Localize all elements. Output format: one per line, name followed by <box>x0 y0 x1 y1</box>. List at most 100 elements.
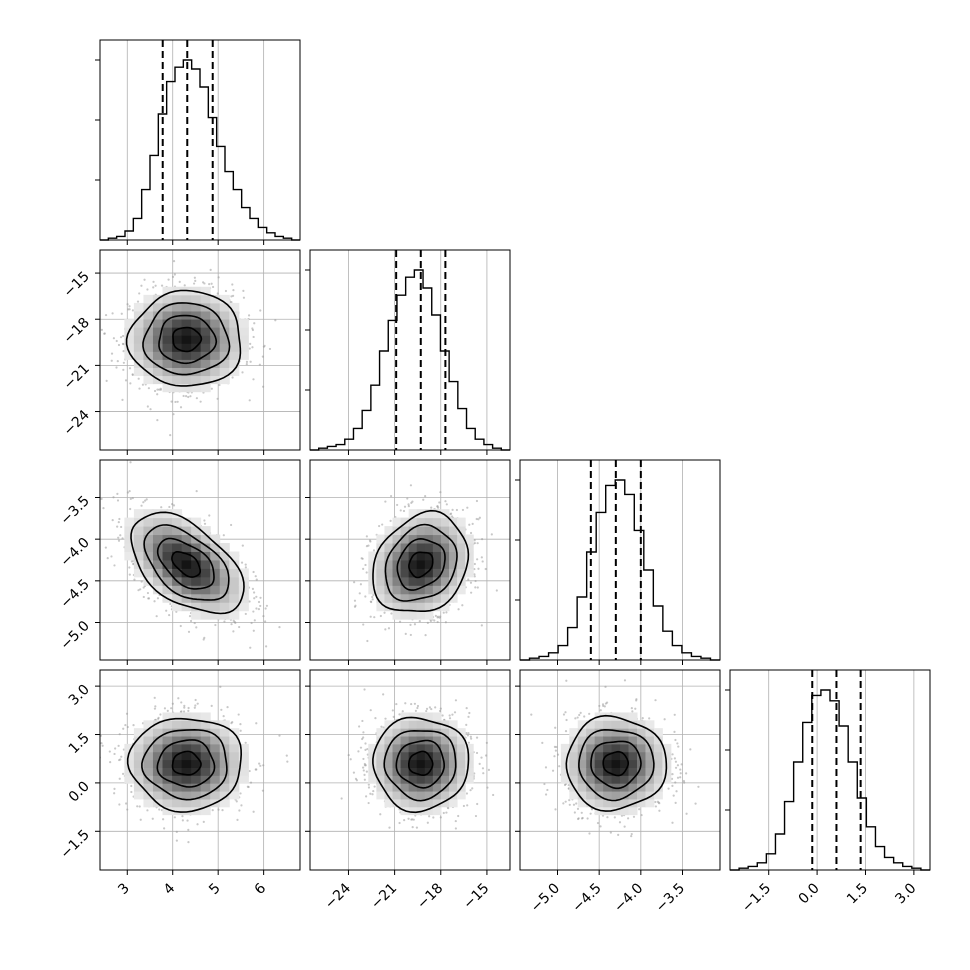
density-cell <box>440 517 450 527</box>
density-cell <box>560 767 570 776</box>
density-cell <box>416 610 426 620</box>
scatter-point <box>473 573 476 576</box>
scatter-point <box>139 818 142 821</box>
scatter-point <box>229 300 232 304</box>
scatter-point <box>365 535 368 538</box>
density-cell <box>143 319 154 328</box>
scatter-point <box>252 591 256 594</box>
scatter-point <box>116 492 119 495</box>
density-cell <box>229 327 240 336</box>
density-cell <box>152 728 164 737</box>
density-cell <box>229 335 240 344</box>
contour-line <box>396 537 446 591</box>
scatter-point <box>476 558 479 561</box>
density-cell <box>620 775 630 784</box>
density-cell <box>162 767 173 776</box>
scatter-point <box>143 278 146 281</box>
density-cell <box>238 767 249 776</box>
density-cell <box>210 585 221 595</box>
scatter-point <box>492 793 495 797</box>
density-cell <box>162 294 173 304</box>
scatter-point <box>362 567 365 570</box>
density-cell <box>238 743 249 753</box>
density-cell <box>465 543 474 552</box>
scatter-point <box>578 713 581 717</box>
scatter-point <box>568 803 571 806</box>
scatter-point <box>193 276 196 279</box>
scatter-point <box>248 347 251 350</box>
density-cell <box>229 602 240 612</box>
density-cell <box>449 551 458 561</box>
contour-line <box>171 750 202 776</box>
scatter-point <box>413 623 417 626</box>
scatter-point <box>249 342 252 345</box>
density-cell <box>200 568 211 578</box>
scatter-point <box>474 586 477 589</box>
density-cell <box>219 585 230 595</box>
scatter-point <box>153 389 157 393</box>
scatter-point <box>439 491 442 494</box>
density-cell <box>162 302 173 312</box>
density-cell <box>662 775 672 784</box>
density-cell <box>628 806 638 816</box>
density-cell <box>210 602 221 612</box>
density-cell <box>432 602 442 612</box>
density-cell <box>191 585 202 595</box>
density-cell <box>191 610 202 620</box>
scatter-point <box>168 505 171 509</box>
scatter-point <box>588 712 591 715</box>
scatter-point <box>414 709 417 712</box>
scatter-point <box>265 604 269 607</box>
density-cell <box>416 736 426 745</box>
density-cell <box>440 743 450 753</box>
scatter-point <box>354 777 358 781</box>
scatter-point <box>170 707 173 710</box>
scatter-point <box>242 289 245 292</box>
density-cell <box>376 751 385 761</box>
scatter-point <box>679 772 682 775</box>
density-cell <box>152 310 164 320</box>
density-cell <box>408 798 418 808</box>
scatter-point <box>136 805 139 808</box>
density-cell <box>424 585 434 595</box>
scatter-point <box>604 702 608 705</box>
density-cell <box>172 319 183 328</box>
density-cell <box>238 759 249 768</box>
density-cell <box>133 509 144 519</box>
scatter-point <box>232 630 235 633</box>
density-cell <box>424 559 434 569</box>
scatter-point <box>413 702 416 705</box>
scatter-point <box>565 679 568 682</box>
scatter-point <box>145 498 148 501</box>
density-cell <box>457 791 466 800</box>
density-cell <box>191 576 202 586</box>
scatter-point <box>451 713 454 716</box>
density-cell <box>586 767 596 776</box>
scatter-point <box>450 515 454 518</box>
density-cell <box>200 359 211 368</box>
density-cell <box>408 517 418 527</box>
scatter-point <box>438 616 441 619</box>
density-image <box>368 712 474 816</box>
scatter-point <box>371 598 374 601</box>
density-cell <box>191 319 202 328</box>
density-cell <box>200 327 211 336</box>
density-cell <box>191 759 202 768</box>
density-cell <box>229 551 240 561</box>
scatter-point <box>286 760 289 763</box>
density-cell <box>636 720 646 729</box>
density-cell <box>620 743 630 753</box>
scatter-point <box>564 711 567 714</box>
density-cell <box>124 335 135 344</box>
density-cell <box>432 576 442 586</box>
scatter-point <box>630 834 633 838</box>
scatter-point <box>478 516 481 519</box>
scatter-point <box>264 607 267 610</box>
scatter-point <box>486 786 489 789</box>
density-cell <box>457 775 466 784</box>
density-cell <box>440 759 450 768</box>
scatter-point <box>126 725 129 729</box>
scatter-point <box>551 769 555 772</box>
scatter-point <box>613 816 616 819</box>
density-cell <box>400 759 410 768</box>
